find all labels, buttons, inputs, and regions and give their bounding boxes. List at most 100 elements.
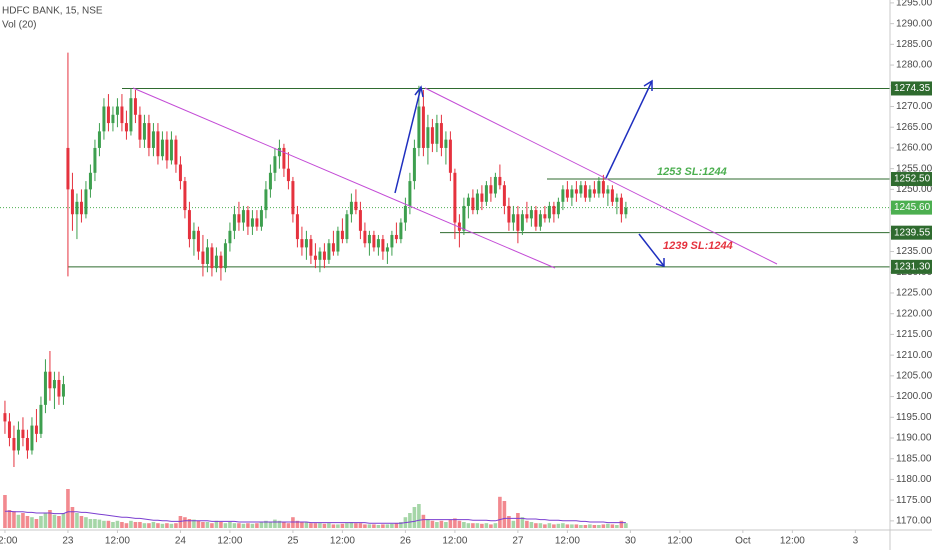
- x-tick-label: 12:00: [217, 536, 242, 547]
- volume-bar: [601, 524, 606, 528]
- candle-body: [363, 230, 367, 244]
- candle-body: [178, 164, 182, 182]
- price-label: 1274.35: [894, 83, 931, 94]
- candle-body: [57, 379, 61, 397]
- volume-bar: [529, 522, 534, 528]
- candle-body: [219, 255, 223, 269]
- candle-body: [151, 131, 155, 148]
- candle-body: [394, 234, 398, 240]
- volume-bar: [219, 522, 223, 528]
- price-label: 1231.30: [894, 262, 931, 273]
- candle-body: [111, 114, 115, 124]
- volume-bar: [367, 524, 372, 528]
- volume-bar: [543, 524, 547, 528]
- volume-bar: [345, 523, 349, 528]
- volume-bar: [331, 524, 336, 528]
- volume-bar: [390, 523, 394, 528]
- candle-body: [543, 214, 547, 219]
- annotation: 1253 SL:1244: [657, 166, 727, 178]
- volume-bar: [570, 524, 574, 528]
- volume-bar: [129, 520, 133, 528]
- volume-bar: [291, 517, 295, 528]
- volume-bar: [264, 520, 268, 528]
- volume-bar: [79, 516, 84, 528]
- price-label: 1239.55: [894, 227, 931, 238]
- candle-body: [88, 172, 92, 190]
- candle-body: [471, 197, 475, 211]
- volume-bar: [448, 519, 453, 528]
- candle-body: [214, 255, 218, 269]
- volume-bar: [214, 520, 219, 528]
- volume-bar: [426, 519, 430, 528]
- arrow: [638, 233, 665, 267]
- volume-bar: [444, 522, 448, 528]
- candle-body: [565, 189, 569, 198]
- candle-body: [66, 147, 70, 190]
- candle-body: [174, 139, 178, 165]
- volume-bar: [93, 519, 97, 528]
- candle-body: [412, 147, 416, 182]
- candle-body: [588, 189, 592, 198]
- candle-body: [48, 371, 52, 389]
- candle-body: [421, 106, 425, 148]
- volume-bar: [340, 523, 345, 528]
- volume-bar: [124, 523, 129, 528]
- volume-bar: [151, 522, 156, 528]
- volume-bar: [318, 523, 322, 528]
- volume-bar: [178, 516, 183, 528]
- candle-body: [507, 205, 511, 223]
- x-tick-label: 26: [400, 536, 412, 547]
- candle-body: [435, 123, 439, 144]
- arrow-head: [414, 85, 424, 98]
- volume-bar: [106, 520, 111, 528]
- candle-body: [516, 214, 520, 231]
- candle-body: [385, 247, 389, 252]
- candle-body: [7, 421, 11, 439]
- volume-bar: [241, 523, 246, 528]
- volume-bar: [300, 522, 304, 528]
- volume-bar: [160, 523, 165, 528]
- volume-bar: [201, 522, 205, 528]
- volume-bar: [615, 525, 619, 528]
- candle-body: [228, 230, 232, 244]
- candle-body: [70, 189, 74, 215]
- volume-bar: [30, 517, 34, 528]
- trend-line: [424, 87, 778, 265]
- x-tick-label: 3: [853, 536, 859, 547]
- candle-body: [444, 139, 448, 148]
- volume-bar: [583, 525, 588, 528]
- volume-bar: [66, 489, 70, 528]
- candle-body: [223, 243, 227, 269]
- volume-bar: [250, 523, 255, 528]
- volume-bar: [21, 513, 25, 528]
- volume-bar: [349, 522, 354, 528]
- volume-bar: [183, 517, 187, 528]
- candle-body: [273, 156, 277, 173]
- candle-body: [97, 131, 101, 148]
- volume-bar: [606, 523, 610, 528]
- price-label: 1245.60: [894, 202, 931, 213]
- x-tick-label: 27: [512, 536, 524, 547]
- candle-body: [489, 185, 493, 194]
- volume-bar: [354, 523, 358, 528]
- volume-bar: [304, 522, 309, 528]
- candle-body: [115, 106, 119, 115]
- candle-body: [448, 139, 452, 173]
- volume-bar: [547, 523, 552, 528]
- candle-body: [556, 201, 560, 215]
- y-tick-label: 1260.00: [896, 143, 932, 154]
- candle-body: [3, 413, 7, 422]
- candle-body: [291, 181, 295, 215]
- volume-bar: [421, 514, 426, 528]
- candle-body: [592, 189, 596, 194]
- candle-body: [525, 214, 529, 219]
- candle-body: [25, 438, 29, 451]
- candle-body: [304, 239, 308, 248]
- candle-body: [502, 185, 506, 206]
- candle-body: [399, 222, 403, 240]
- candle-body: [183, 181, 187, 211]
- arrows: [394, 79, 665, 267]
